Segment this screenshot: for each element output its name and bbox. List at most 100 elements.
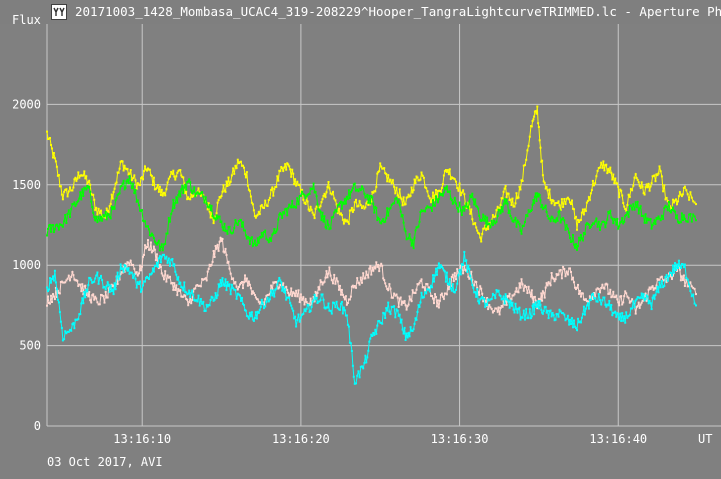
- data-point: [80, 198, 83, 201]
- data-point: [290, 175, 293, 178]
- data-point: [501, 305, 504, 308]
- data-point: [263, 307, 265, 310]
- data-point: [306, 200, 309, 203]
- data-point: [477, 300, 480, 303]
- data-point: [175, 196, 178, 199]
- data-point: [268, 197, 271, 199]
- data-point: [287, 291, 290, 294]
- data-point: [375, 185, 378, 188]
- data-point: [155, 253, 158, 256]
- data-point: [167, 177, 170, 180]
- data-point: [643, 193, 646, 196]
- data-point: [52, 293, 54, 296]
- data-point: [413, 237, 416, 240]
- data-point: [562, 312, 565, 315]
- data-point: [406, 305, 409, 308]
- data-point: [201, 191, 204, 194]
- data-point: [692, 286, 695, 289]
- data-point: [403, 326, 406, 329]
- data-point: [124, 262, 127, 265]
- data-point: [235, 222, 238, 225]
- data-point: [184, 294, 187, 297]
- data-point: [681, 263, 684, 266]
- data-point: [320, 201, 323, 204]
- data-point: [484, 299, 487, 302]
- data-point: [549, 309, 552, 312]
- data-point: [288, 296, 291, 299]
- data-point: [560, 277, 563, 280]
- data-point: [325, 191, 328, 194]
- data-point: [65, 188, 68, 191]
- data-point: [608, 292, 611, 295]
- data-point: [584, 298, 587, 301]
- data-point: [580, 234, 582, 237]
- data-point: [101, 279, 104, 282]
- data-point: [612, 222, 615, 225]
- data-point: [196, 284, 199, 286]
- data-point: [544, 305, 547, 308]
- data-point: [394, 192, 397, 195]
- data-point: [460, 263, 463, 266]
- data-point: [675, 269, 677, 272]
- data-point: [207, 202, 210, 205]
- data-point: [481, 232, 484, 235]
- data-point: [281, 217, 284, 219]
- data-point: [349, 342, 352, 345]
- data-point: [444, 169, 447, 171]
- data-point: [90, 278, 93, 281]
- data-point: [460, 191, 463, 194]
- data-point: [64, 214, 67, 216]
- data-point: [183, 281, 186, 284]
- data-point: [332, 301, 334, 304]
- data-point: [428, 290, 431, 293]
- x-tick-label: 13:16:10: [113, 432, 171, 446]
- data-point: [647, 182, 650, 185]
- data-point: [447, 288, 450, 291]
- data-point: [424, 186, 427, 189]
- data-point: [206, 270, 209, 273]
- data-point: [107, 213, 110, 216]
- data-point: [632, 300, 635, 303]
- data-point: [642, 293, 645, 296]
- data-point: [552, 277, 555, 280]
- lightcurve-app-icon[interactable]: [51, 4, 67, 20]
- data-point: [666, 279, 669, 282]
- data-point: [541, 312, 544, 315]
- data-point: [487, 228, 490, 230]
- data-point: [155, 261, 158, 264]
- data-point: [232, 277, 235, 280]
- data-point: [59, 320, 62, 323]
- data-point: [177, 288, 180, 291]
- data-point: [439, 194, 442, 196]
- data-point: [607, 168, 610, 171]
- data-point: [46, 304, 48, 307]
- data-point: [165, 255, 168, 258]
- data-point: [688, 198, 691, 201]
- data-point: [97, 207, 100, 210]
- data-point: [614, 218, 617, 221]
- data-point: [453, 196, 456, 199]
- data-point: [173, 207, 176, 209]
- data-point: [134, 272, 137, 275]
- data-point: [86, 185, 89, 187]
- data-point: [512, 294, 515, 297]
- data-point: [364, 196, 367, 199]
- data-point: [75, 179, 78, 182]
- data-point: [613, 182, 616, 185]
- data-point: [154, 259, 157, 262]
- data-point: [481, 219, 484, 222]
- data-point: [591, 292, 594, 295]
- data-point: [252, 292, 255, 295]
- data-point: [215, 212, 218, 215]
- data-point: [267, 300, 270, 303]
- data-point: [252, 209, 255, 212]
- data-point: [129, 259, 132, 262]
- data-point: [249, 315, 252, 318]
- data-point: [577, 317, 579, 320]
- data-point: [676, 263, 678, 266]
- data-point: [60, 193, 63, 196]
- data-point: [363, 362, 366, 364]
- data-point: [530, 315, 533, 318]
- data-point: [455, 278, 457, 281]
